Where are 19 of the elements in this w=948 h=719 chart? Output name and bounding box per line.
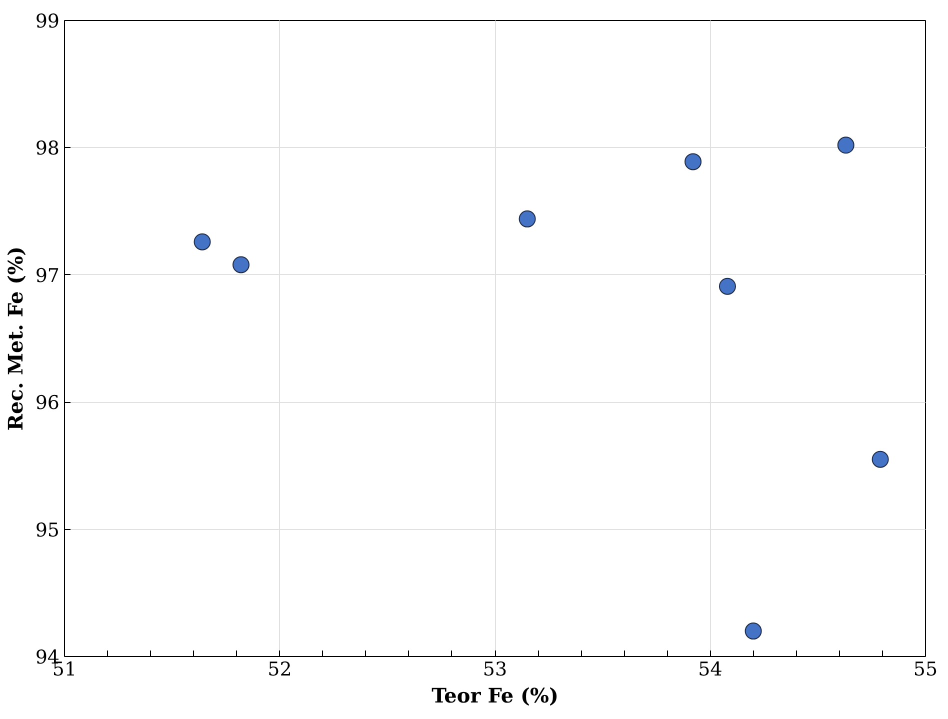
x-tick-label: 53 bbox=[482, 658, 508, 680]
y-tick-label: 97 bbox=[35, 264, 60, 287]
y-axis-title: Rec. Met. Fe (%) bbox=[3, 246, 28, 431]
point bbox=[684, 153, 702, 170]
point bbox=[718, 278, 736, 295]
x-axis-title: Teor Fe (%) bbox=[432, 684, 558, 708]
point bbox=[872, 450, 889, 468]
y-tick-label: 96 bbox=[35, 392, 60, 414]
point bbox=[837, 136, 854, 154]
y-tick-label: 99 bbox=[35, 10, 60, 32]
point bbox=[232, 256, 250, 274]
point bbox=[194, 233, 211, 250]
x-tick-label: 54 bbox=[698, 658, 722, 680]
point bbox=[518, 210, 536, 228]
y-tick-label: 98 bbox=[35, 138, 60, 160]
y-tick-label: 95 bbox=[35, 519, 60, 542]
point bbox=[744, 622, 762, 640]
x-tick-label: 55 bbox=[913, 658, 938, 680]
x-tick-label: 52 bbox=[268, 658, 292, 680]
